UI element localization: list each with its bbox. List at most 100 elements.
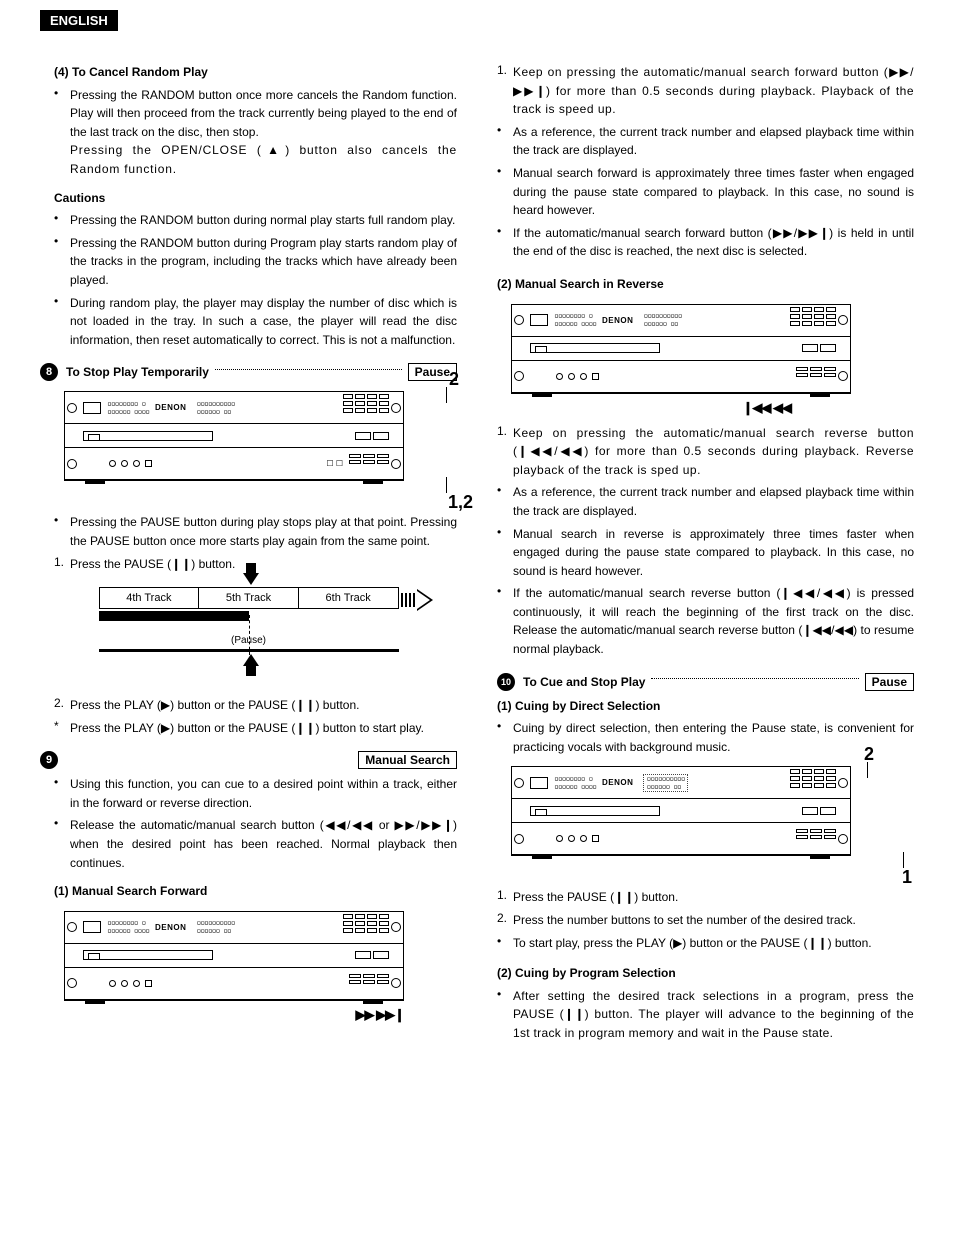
forward-symbols: ▶▶ ▶▶❙ [64,1007,404,1023]
text: Press the PAUSE (❙❙) button. [513,888,914,907]
arrow-up-icon [243,654,259,676]
bullet: •During random play, the player may disp… [54,294,457,350]
callout-2: 2 [864,744,874,765]
device-diagram-reverse: ▫▫▫▫▫▫▫▫ ▫▫▫▫▫▫▫ ▫▫▫▫ DENON ▫▫▫▫▫▫▫▫▫▫▫▫… [511,304,914,416]
track-4: 4th Track [100,588,199,608]
callout-12: 1,2 [448,492,473,513]
bullet: •To start play, press the PLAY (▶) butto… [497,934,914,953]
brand-label: DENON [155,923,186,932]
callout-line [446,477,447,493]
device: ▫▫▫▫▫▫▫▫ ▫▫▫▫▫▫▫ ▫▫▫▫ DENON ▫▫▫▫▫▫▫▫▫▫▫▫… [511,304,851,394]
section-4-title: (4) To Cancel Random Play [54,63,457,82]
bullet-text: Pressing the RANDOM button once more can… [70,86,457,179]
bullet: •Pressing the PAUSE button during play s… [54,513,457,550]
progress-bar [99,611,249,621]
leader-dots [215,369,402,370]
text: Pressing the PAUSE button during play st… [70,513,457,550]
device-foot [363,480,383,484]
bullet: •Manual search forward is approximately … [497,164,914,220]
reverse-symbols: ❙◀◀ ◀◀ [511,400,851,416]
text: Pressing the OPEN/CLOSE (▲) button also … [70,141,457,178]
right-column: 1.Keep on pressing the automatic/manual … [497,59,914,1047]
text: If the automatic/manual search forward b… [513,224,914,261]
section-8-title: To Stop Play Temporarily [66,365,209,379]
text: Release the automatic/manual search butt… [70,816,457,872]
circled-number-9: 9 [40,751,58,769]
pause-tag: Pause [865,673,914,691]
text: Keep on pressing the automatic/manual se… [513,424,914,480]
bullet: • Pressing the RANDOM button once more c… [54,86,457,179]
circled-number-8: 8 [40,363,58,381]
text: Press the PAUSE (❙❙) button. [70,555,457,574]
section-10-title: To Cue and Stop Play [523,675,645,689]
text: After setting the desired track selectio… [513,987,914,1043]
text: Using this function, you can cue to a de… [70,775,457,812]
brand-label: DENON [602,778,633,787]
text: Pressing the RANDOM button during Progra… [70,234,457,290]
device: ▫▫▫▫▫▫▫▫ ▫▫▫▫▫▫▫ ▫▫▫▫ DENON ▫▫▫▫▫▫▫▫▫▫▫▫… [64,391,404,481]
button-grid [343,394,389,413]
text: Press the PLAY (▶) button or the PAUSE (… [70,719,457,738]
device-diagram-10: 2 ▫▫▫▫▫▫▫▫ ▫▫▫▫▫▫▫ ▫▫▫▫ DENON ▫▫▫▫▫▫▫▫▫▫… [511,766,914,856]
text: Manual search in reverse is approximatel… [513,525,914,581]
track-6: 6th Track [298,588,398,608]
device-top-row: ▫▫▫▫▫▫▫▫ ▫▫▫▫▫▫▫ ▫▫▫▫ DENON ▫▫▫▫▫▫▫▫▫▫▫▫… [65,392,403,424]
brand-label: DENON [155,403,186,412]
step-2: 2.Press the number buttons to set the nu… [497,911,914,930]
manual-search-rev-heading: (2) Manual Search in Reverse [497,275,914,294]
play-arrow-icon [401,589,437,611]
pause-label: (Pause) [231,635,266,646]
language-tab: ENGLISH [40,10,118,31]
device-mid-row [65,944,403,968]
port-icon [67,403,77,413]
device-diagram-9: ▫▫▫▫▫▫▫▫ ▫▫▫▫▫▫▫ ▫▫▫▫ DENON ▫▫▫▫▫▫▫▫▫▫▫▫… [64,911,457,1023]
pause-track-diagram: 4th Track 5th Track 6th Track (Pause) [99,587,399,652]
device-foot [85,480,105,484]
text: Pressing the RANDOM button during normal… [70,211,457,230]
step-2: 2.Press the PLAY (▶) button or the PAUSE… [54,696,457,715]
text: If the automatic/manual search reverse b… [513,584,914,658]
device: ▫▫▫▫▫▫▫▫ ▫▫▫▫▫▫▫ ▫▫▫▫ DENON ▫▫▫▫▫▫▫▫▫▫▫▫… [64,911,404,1001]
page: ENGLISH (4) To Cancel Random Play • Pres… [0,0,954,1077]
left-column: (4) To Cancel Random Play • Pressing the… [40,59,457,1047]
text: Manual search forward is approximately t… [513,164,914,220]
text: Pressing the RANDOM button once more can… [70,88,457,139]
arrow-down-icon [243,563,259,585]
screen-icon [83,402,101,414]
text: During random play, the player may displ… [70,294,457,350]
text: Cuing by direct selection, then entering… [513,719,914,756]
text: To start play, press the PLAY (▶) button… [513,934,914,953]
bullet: •Pressing the RANDOM button during norma… [54,211,457,230]
bullet: •Manual search in reverse is approximate… [497,525,914,581]
section-9-header: 9 Manual Search [40,751,457,769]
track-boxes: 4th Track 5th Track 6th Track [99,587,399,609]
device-mid-row [65,424,403,448]
bullet: •As a reference, the current track numbe… [497,483,914,520]
device-bottom-row: ☐ ☐ [65,448,403,480]
display-strip: ▫▫▫▫▫▫▫▫ ▫▫▫▫▫▫▫ ▫▫▫▫ [107,400,149,416]
port-icon [67,459,77,469]
bullet-dot: • [54,86,70,179]
section-10-header: 10 To Cue and Stop Play Pause [497,673,914,691]
bullet: •Release the automatic/manual search but… [54,816,457,872]
control-icons: ☐ ☐ [326,459,343,468]
cuing-direct-heading: (1) Cuing by Direct Selection [497,697,914,716]
bullet: •Using this function, you can cue to a d… [54,775,457,812]
callout-line [446,387,447,403]
brand-label: DENON [602,316,633,325]
text: As a reference, the current track number… [513,123,914,160]
device-diagram-8: 2 ▫▫▫▫▫▫▫▫ ▫▫▫▫▫▫▫ ▫▫▫▫ DENON ▫▫▫▫▫▫▫▫▫▫… [64,391,457,481]
step-1: 1.Keep on pressing the automatic/manual … [497,424,914,480]
text: As a reference, the current track number… [513,483,914,520]
bullet: •If the automatic/manual search forward … [497,224,914,261]
port-icon [391,459,401,469]
circled-number-10: 10 [497,673,515,691]
manual-search-fwd-heading: (1) Manual Search Forward [54,882,457,901]
text: Press the number buttons to set the numb… [513,911,914,930]
step-1: 1.Press the PAUSE (❙❙) button. [497,888,914,907]
bullet: •Cuing by direct selection, then enterin… [497,719,914,756]
display-strip: ▫▫▫▫▫▫▫▫▫▫▫▫▫▫▫▫ ▫▫ [196,400,234,416]
device-bottom-row [65,968,403,1000]
cautions-heading: Cautions [54,189,457,208]
tray-icon [83,431,213,441]
